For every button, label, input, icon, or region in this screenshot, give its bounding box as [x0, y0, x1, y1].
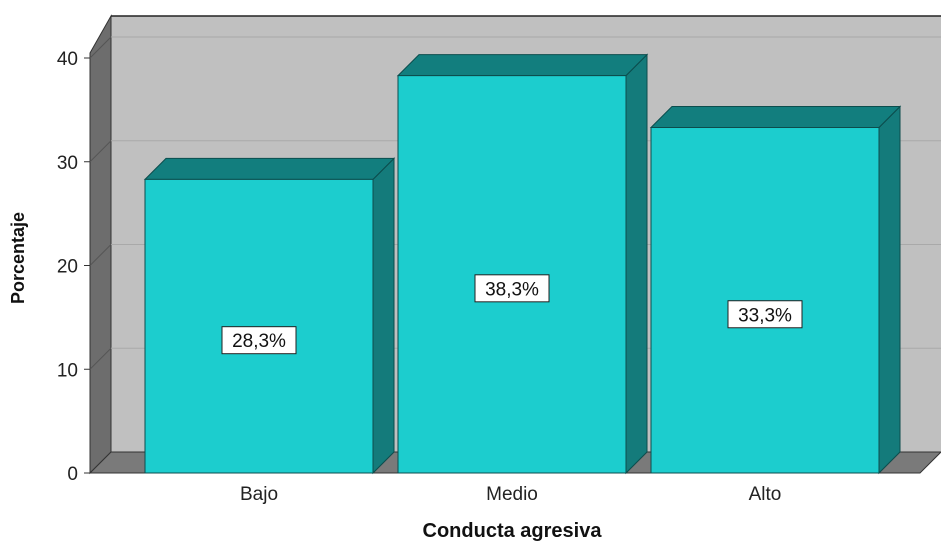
y-tick-label: 30 [57, 153, 78, 174]
bar-bajo [144, 178, 374, 474]
bar-alto [650, 127, 880, 474]
y-axis-title: Porcentaje [8, 212, 28, 304]
bar-side-bajo [372, 157, 395, 475]
x-axis-title: Conducta agresiva [423, 520, 603, 542]
gridline-wall [89, 347, 112, 370]
x-tick-label: Alto [749, 484, 782, 505]
data-label-box [221, 326, 297, 355]
data-label-box [474, 274, 550, 303]
bar-side-alto [878, 105, 901, 475]
gridline-wall [89, 140, 112, 163]
bar-top-medio [396, 54, 649, 77]
x-tick-label: Medio [486, 484, 538, 505]
data-labels: 28,3% 38,3% 33,3% [221, 274, 803, 355]
bars [143, 53, 902, 475]
data-label: 28,3% [232, 331, 286, 352]
data-label: 33,3% [738, 305, 792, 326]
gridline-wall [89, 244, 112, 266]
data-label-box [727, 300, 803, 329]
left-wall [89, 14, 112, 475]
y-axis-ticks: 0 10 20 30 40 [57, 49, 90, 485]
gridline-wall [89, 36, 112, 59]
x-axis-ticks: Bajo Medio Alto [240, 484, 781, 505]
y-tick-label: 40 [57, 49, 78, 70]
y-tick-label: 0 [67, 464, 78, 485]
x-tick-label: Bajo [240, 484, 278, 505]
bar-side-medio [625, 53, 648, 475]
bar-top-alto [649, 106, 902, 129]
bar-medio [397, 75, 627, 474]
bar-top-bajo [143, 157, 396, 180]
y-tick-label: 10 [57, 360, 78, 381]
y-tick-label: 20 [57, 257, 78, 278]
data-label: 38,3% [485, 279, 539, 300]
